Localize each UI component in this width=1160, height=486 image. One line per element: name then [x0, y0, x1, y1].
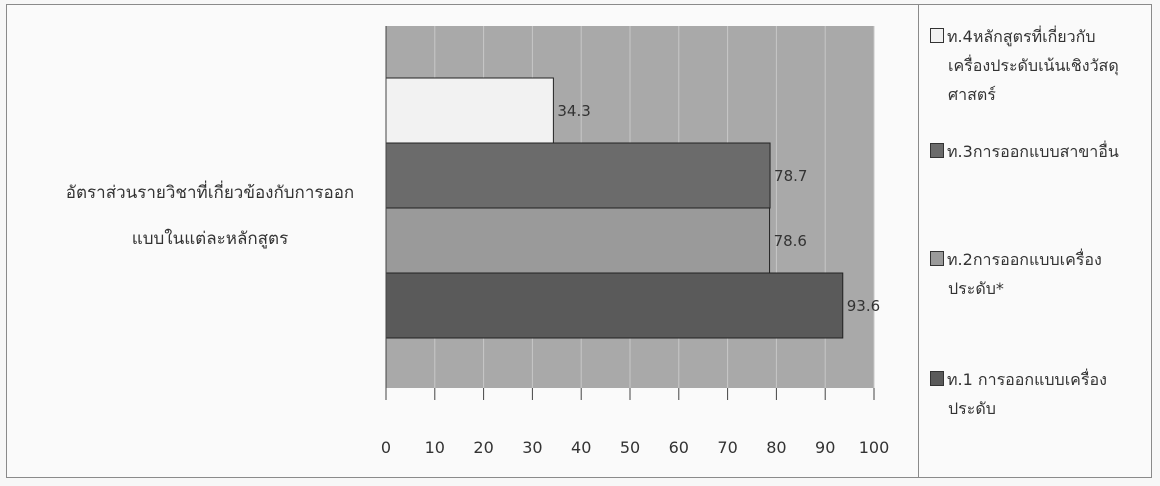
legend-label: ท.3การออกแบบสาขาอื่น — [947, 142, 1119, 161]
legend-box — [918, 4, 1152, 478]
legend-item: ท.4หลักสูตรที่เกี่ยวกับเครื่องประดับเน้น… — [930, 22, 1145, 109]
legend-swatch — [930, 143, 944, 158]
bar — [385, 77, 554, 144]
x-tick-label: 0 — [380, 438, 392, 457]
x-tick-label: 70 — [717, 438, 738, 457]
legend-item: ท.1 การออกแบบเครื่องประดับ — [930, 365, 1145, 423]
bar — [385, 142, 771, 209]
legend-label: ประดับ* — [948, 279, 1004, 298]
x-tick-label: 10 — [424, 438, 445, 457]
x-tick-label: 50 — [619, 438, 641, 457]
legend-item: ท.3การออกแบบสาขาอื่น — [930, 137, 1145, 166]
x-tick-label: 30 — [522, 438, 543, 457]
legend-label: ประดับ — [948, 399, 996, 418]
bar-value-label: 78.7 — [774, 166, 808, 185]
legend-label: ท.4หลักสูตรที่เกี่ยวกับ — [947, 27, 1096, 46]
category-label-line: แบบในแต่ละหลักสูตร — [131, 229, 289, 249]
legend-swatch — [930, 371, 944, 386]
x-tick-label: 90 — [815, 438, 836, 457]
legend-label: เครื่องประดับเน้นเชิงวัสดุ — [948, 56, 1119, 75]
legend-label: ศาสตร์ — [948, 85, 996, 104]
x-tick-label: 40 — [571, 438, 592, 457]
category-label: อัตราส่วนรายวิชาที่เกี่ยวข้องกับการออก แ… — [40, 170, 380, 262]
bar — [385, 272, 844, 339]
x-tick-label: 80 — [766, 438, 787, 457]
category-label-line: อัตราส่วนรายวิชาที่เกี่ยวข้องกับการออก — [65, 183, 355, 203]
legend-label: ท.2การออกแบบเครื่อง — [947, 250, 1102, 269]
legend-swatch — [930, 28, 944, 43]
bar — [385, 207, 771, 274]
bar-value-label: 93.6 — [846, 296, 881, 315]
x-tick-label: 20 — [473, 438, 494, 457]
legend-label: ท.1 การออกแบบเครื่อง — [947, 370, 1107, 389]
x-tick-label: 100 — [858, 438, 890, 457]
x-tick-label: 60 — [668, 438, 689, 457]
legend-swatch — [930, 251, 944, 266]
legend-item: ท.2การออกแบบเครื่องประดับ* — [930, 245, 1145, 303]
bar-value-label: 78.6 — [773, 231, 807, 250]
bar-value-label: 34.3 — [557, 101, 591, 120]
